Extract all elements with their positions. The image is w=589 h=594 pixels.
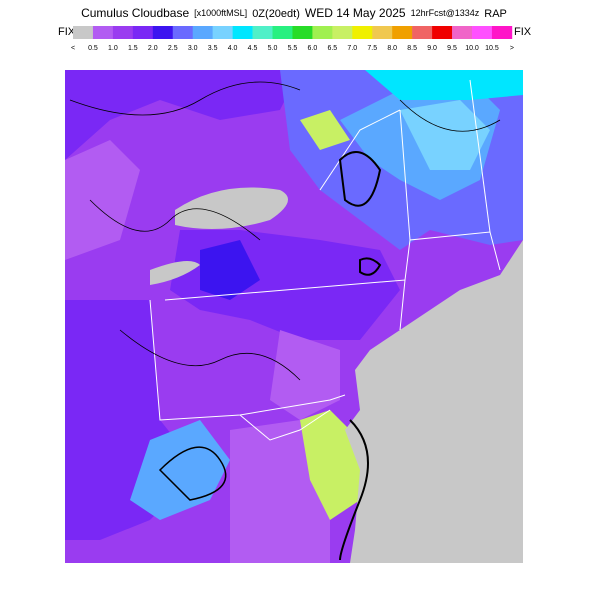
region	[200, 240, 260, 300]
colorbar-label: 4.0	[228, 45, 238, 52]
color-swatch	[491, 26, 513, 39]
color-swatch	[372, 26, 393, 39]
colorbar-label: 1.5	[128, 45, 138, 52]
colorbar-label: 2.0	[148, 45, 158, 52]
region	[230, 420, 330, 563]
title-part: Cumulus Cloudbase	[81, 6, 189, 20]
title-part: 0Z(20edt)	[252, 8, 300, 20]
colorbar-label: 5.5	[288, 45, 298, 52]
color-swatch	[73, 26, 94, 39]
color-swatch	[392, 26, 413, 39]
region	[300, 410, 360, 520]
title-part: 12hrFcst@1334z	[411, 8, 480, 18]
colorbar-label: 6.5	[327, 45, 337, 52]
colorbar-label: 9.5	[447, 45, 457, 52]
colorbar-label: 9.0	[427, 45, 437, 52]
contours	[69, 81, 501, 561]
color-swatch	[352, 26, 373, 39]
colorbar-label: 8.5	[407, 45, 417, 52]
fix-left: FIX	[58, 26, 76, 38]
region	[130, 420, 230, 520]
color-swatch	[472, 26, 493, 39]
color-swatch	[412, 26, 433, 39]
colorbar-label: 8.0	[387, 45, 397, 52]
colorbar-label: 1.0	[108, 45, 118, 52]
color-swatch	[112, 26, 134, 39]
color-swatch	[292, 26, 313, 39]
color-swatch	[232, 26, 253, 39]
colorbar-label: 10.0	[465, 45, 479, 52]
color-swatch	[252, 26, 273, 39]
region	[300, 110, 350, 150]
title: Cumulus Cloudbase [x1000ftMSL] 0Z(20edt) WE…	[81, 6, 507, 20]
title-part: WED 14 May 2025	[305, 6, 406, 20]
color-swatch	[452, 26, 473, 39]
colorbar-label: 7.0	[347, 45, 357, 52]
borders	[149, 79, 501, 441]
map	[65, 70, 523, 563]
colorbar-label: 6.0	[308, 45, 318, 52]
region	[365, 70, 523, 100]
color-swatch	[332, 26, 353, 39]
colorbar-label: 7.5	[367, 45, 377, 52]
region	[400, 100, 490, 170]
colorbar-label: >	[510, 45, 514, 52]
ocean	[345, 240, 523, 563]
color-swatch	[152, 26, 174, 39]
title-part: [x1000ftMSL]	[194, 8, 247, 18]
color-swatch	[272, 26, 293, 39]
lake	[150, 261, 200, 285]
color-swatch	[132, 26, 154, 39]
color-swatch	[212, 26, 233, 39]
color-swatch	[312, 26, 333, 39]
fix-right: FIX	[514, 26, 532, 38]
colorbar-label: <	[71, 45, 75, 52]
color-swatch	[92, 26, 114, 39]
region	[65, 70, 300, 160]
colorbar-label: 3.0	[188, 45, 198, 52]
lake	[175, 187, 288, 229]
color-swatch	[192, 26, 213, 39]
region	[65, 140, 140, 260]
region	[270, 330, 340, 420]
colorbar: <0.5 1.0 1.5 2.0 2.5 3.0 3.5 4.0 4.5 5.0 5.5 6.0 6.5…	[71, 26, 514, 52]
colorbar-label: 2.5	[168, 45, 178, 52]
colorbar-label: 5.0	[268, 45, 278, 52]
colorbar-label: 4.5	[248, 45, 258, 52]
color-swatch	[432, 26, 453, 39]
colorbar-label: 10.5	[485, 45, 499, 52]
title-part: RAP	[484, 8, 507, 20]
colorbar-label: 3.5	[208, 45, 218, 52]
title-text: Cumulus Cloudbase [x1000ftMSL] 0Z(20edt) WE…	[81, 6, 507, 20]
colorbar-label: 0.5	[88, 45, 98, 52]
color-swatch	[172, 26, 193, 39]
